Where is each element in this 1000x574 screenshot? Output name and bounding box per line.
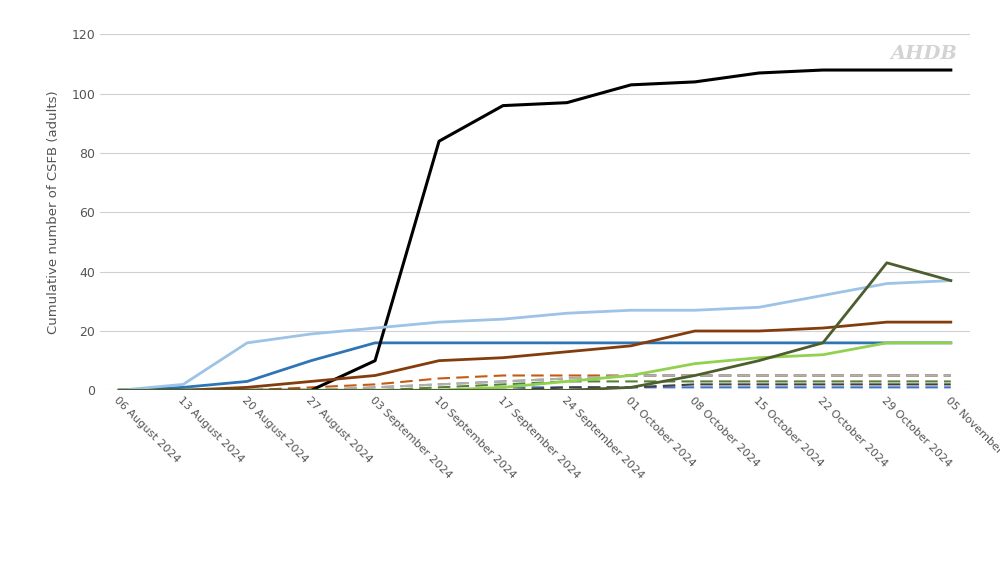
Text: AHDB: AHDB: [890, 45, 957, 63]
Y-axis label: Cumulative number of CSFB (adults): Cumulative number of CSFB (adults): [47, 91, 60, 334]
